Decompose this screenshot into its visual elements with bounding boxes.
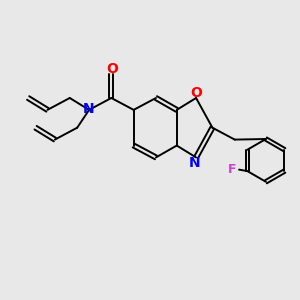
- Text: O: O: [190, 85, 202, 100]
- Text: O: O: [106, 62, 118, 76]
- Text: N: N: [189, 156, 200, 170]
- Text: F: F: [228, 163, 236, 176]
- Text: N: N: [83, 102, 94, 116]
